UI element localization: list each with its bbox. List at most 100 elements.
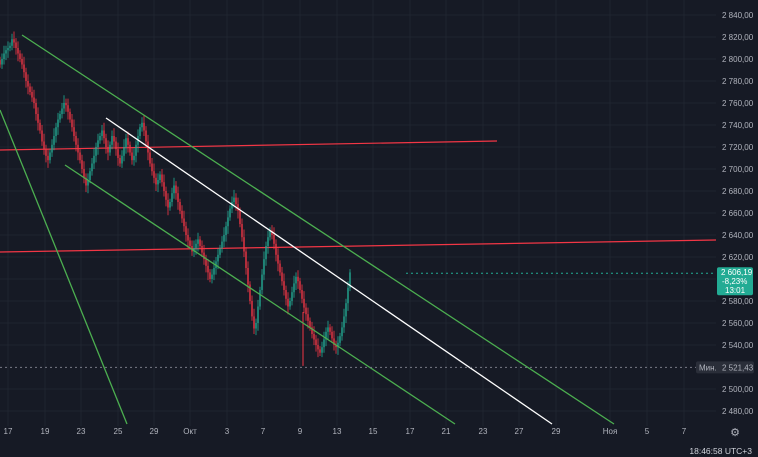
candle-body xyxy=(183,218,185,227)
candle-body xyxy=(289,301,291,307)
candle-body xyxy=(103,130,105,139)
candle-body xyxy=(281,272,283,282)
candle-body xyxy=(211,274,213,279)
candle-body xyxy=(129,144,131,153)
candle-body xyxy=(3,53,5,59)
candle-body xyxy=(51,144,53,153)
candle-body xyxy=(5,50,7,54)
candle-body xyxy=(55,127,57,136)
candle-body xyxy=(61,108,63,114)
price-tick-label: 2 540,00 xyxy=(722,341,754,350)
price-axis[interactable]: 2 840,00 2 820,00 2 800,00 2 780,00 2 760,00… xyxy=(722,11,754,416)
candle-body xyxy=(131,152,133,161)
candle-body xyxy=(165,191,167,200)
price-tick-label: 2 500,00 xyxy=(722,385,754,394)
candle-body xyxy=(235,197,237,205)
candle-body xyxy=(323,339,325,348)
trendline[interactable] xyxy=(0,109,128,425)
candle-body xyxy=(283,281,285,290)
candle-body xyxy=(185,226,187,235)
price-tick-label: 2 840,00 xyxy=(722,11,754,20)
time-tick-label: 21 xyxy=(442,427,451,436)
time-tick-label: 5 xyxy=(645,427,650,436)
trendline[interactable] xyxy=(105,117,553,425)
candle-body xyxy=(227,217,229,227)
candle-body xyxy=(287,298,289,307)
candle-body xyxy=(187,235,189,241)
candle-body xyxy=(321,347,323,353)
candle-body xyxy=(149,152,151,164)
candle-body xyxy=(267,237,269,246)
candle-body xyxy=(345,303,347,317)
candle-body xyxy=(179,202,181,211)
gear-icon[interactable]: ⚙ xyxy=(730,427,740,439)
candle-body xyxy=(73,127,75,136)
candle-body xyxy=(99,136,101,141)
candle-body xyxy=(141,122,143,128)
candle-body xyxy=(233,197,235,202)
candle-body xyxy=(223,235,225,242)
candle-body xyxy=(291,292,293,301)
time-tick-label: 15 xyxy=(369,427,378,436)
candle-body xyxy=(45,149,47,156)
candle-body xyxy=(245,251,247,268)
clock-readout[interactable]: 18:46:58 UTC+3 xyxy=(689,446,752,456)
horizontal-level-line[interactable] xyxy=(0,140,498,151)
candle-body xyxy=(87,180,89,186)
time-tick-label: 9 xyxy=(298,427,303,436)
trendline[interactable] xyxy=(64,164,456,425)
candle-body xyxy=(49,152,51,161)
candle-body xyxy=(329,327,331,332)
price-tick-label: 2 680,00 xyxy=(722,187,754,196)
candle-body xyxy=(71,119,73,128)
candle-body xyxy=(285,290,287,299)
candle-body xyxy=(41,130,43,142)
candle-body xyxy=(101,130,103,136)
candle-body xyxy=(0,60,1,65)
time-tick-label: 17 xyxy=(4,427,13,436)
time-tick-label: 19 xyxy=(41,427,50,436)
price-tick-label: 2 800,00 xyxy=(722,55,754,64)
time-tick-label: 13 xyxy=(333,427,342,436)
candle-body xyxy=(331,331,333,339)
last-price-change: -8,23% xyxy=(722,277,747,286)
candle-body xyxy=(177,193,179,202)
candle-body xyxy=(219,248,221,255)
time-axis[interactable]: 17 19 23 25 29 Окт 3 7 9 13 15 17 21 23 27 29 Ноя 5 7 xyxy=(4,427,687,436)
candle-body xyxy=(271,230,273,235)
low-price-value: 2 521,43 xyxy=(722,363,754,372)
time-tick-label: 7 xyxy=(261,427,266,436)
candle-body xyxy=(249,284,251,301)
candle-body xyxy=(115,141,117,150)
price-tick-label: 2 780,00 xyxy=(722,77,754,86)
candle-body xyxy=(221,241,223,249)
candle-body xyxy=(313,334,315,340)
low-price-badge: Мин. 2 521,43 xyxy=(696,361,754,374)
price-tick-label: 2 480,00 xyxy=(722,407,754,416)
candle-body xyxy=(335,345,337,348)
candle-body xyxy=(91,163,93,172)
candle-body xyxy=(259,290,261,307)
candle-body xyxy=(159,174,161,180)
trendline[interactable] xyxy=(21,34,615,425)
candle-body xyxy=(23,64,25,73)
candle-body xyxy=(213,268,215,275)
candlestick-series xyxy=(0,31,351,366)
candle-body xyxy=(229,208,231,218)
candle-body xyxy=(93,155,95,164)
candle-body xyxy=(9,45,11,48)
candle-body xyxy=(67,105,69,112)
price-tick-label: 2 640,00 xyxy=(722,231,754,240)
candle-body xyxy=(95,147,97,156)
horizontal-level-line[interactable] xyxy=(0,239,717,253)
last-price-value: 2 606,19 xyxy=(721,268,753,277)
candle-body xyxy=(247,268,249,285)
candle-body xyxy=(339,336,341,343)
candle-body xyxy=(175,185,177,194)
candle-body xyxy=(77,144,79,153)
time-tick-label: 17 xyxy=(406,427,415,436)
candle-body xyxy=(273,235,275,244)
candle-body xyxy=(143,122,145,131)
candle-body xyxy=(113,136,115,142)
